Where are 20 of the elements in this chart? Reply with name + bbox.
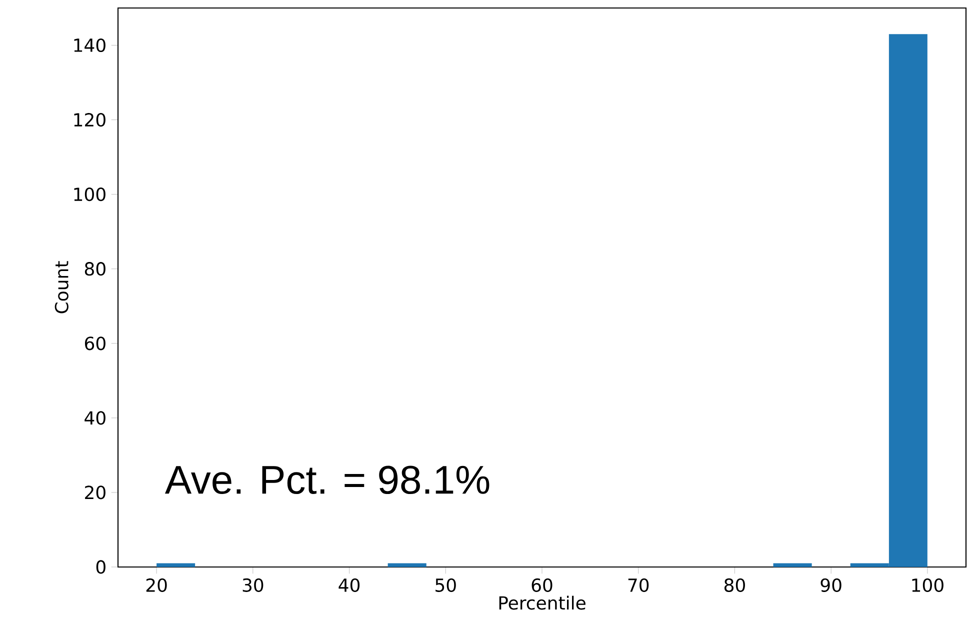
y-tick-label: 40 [84,411,106,425]
x-tick-label: 20 [146,578,167,592]
y-tick-label: 80 [84,262,106,276]
x-tick-label: 30 [242,578,264,592]
x-tick-label: 90 [820,578,842,592]
x-axis-title: Percentile [499,596,586,610]
y-axis-title: Count [54,261,68,314]
x-tick-label: 60 [532,578,552,592]
y-tick-label: 120 [74,112,106,127]
x-tick-label: 80 [724,578,745,592]
y-tick-label: 20 [85,486,106,500]
x-tick-label: 70 [628,578,649,592]
x-tick-label: 100 [912,578,944,592]
y-tick-label: 0 [96,560,106,574]
x-tick-label: 50 [436,578,456,592]
x-tick-label: 40 [338,578,360,592]
y-tick-label: 60 [84,336,106,350]
y-tick-label: 100 [74,188,106,202]
annotation: Ave. Pct. = 98.1% [164,466,490,494]
y-tick-label: 140 [74,38,106,52]
